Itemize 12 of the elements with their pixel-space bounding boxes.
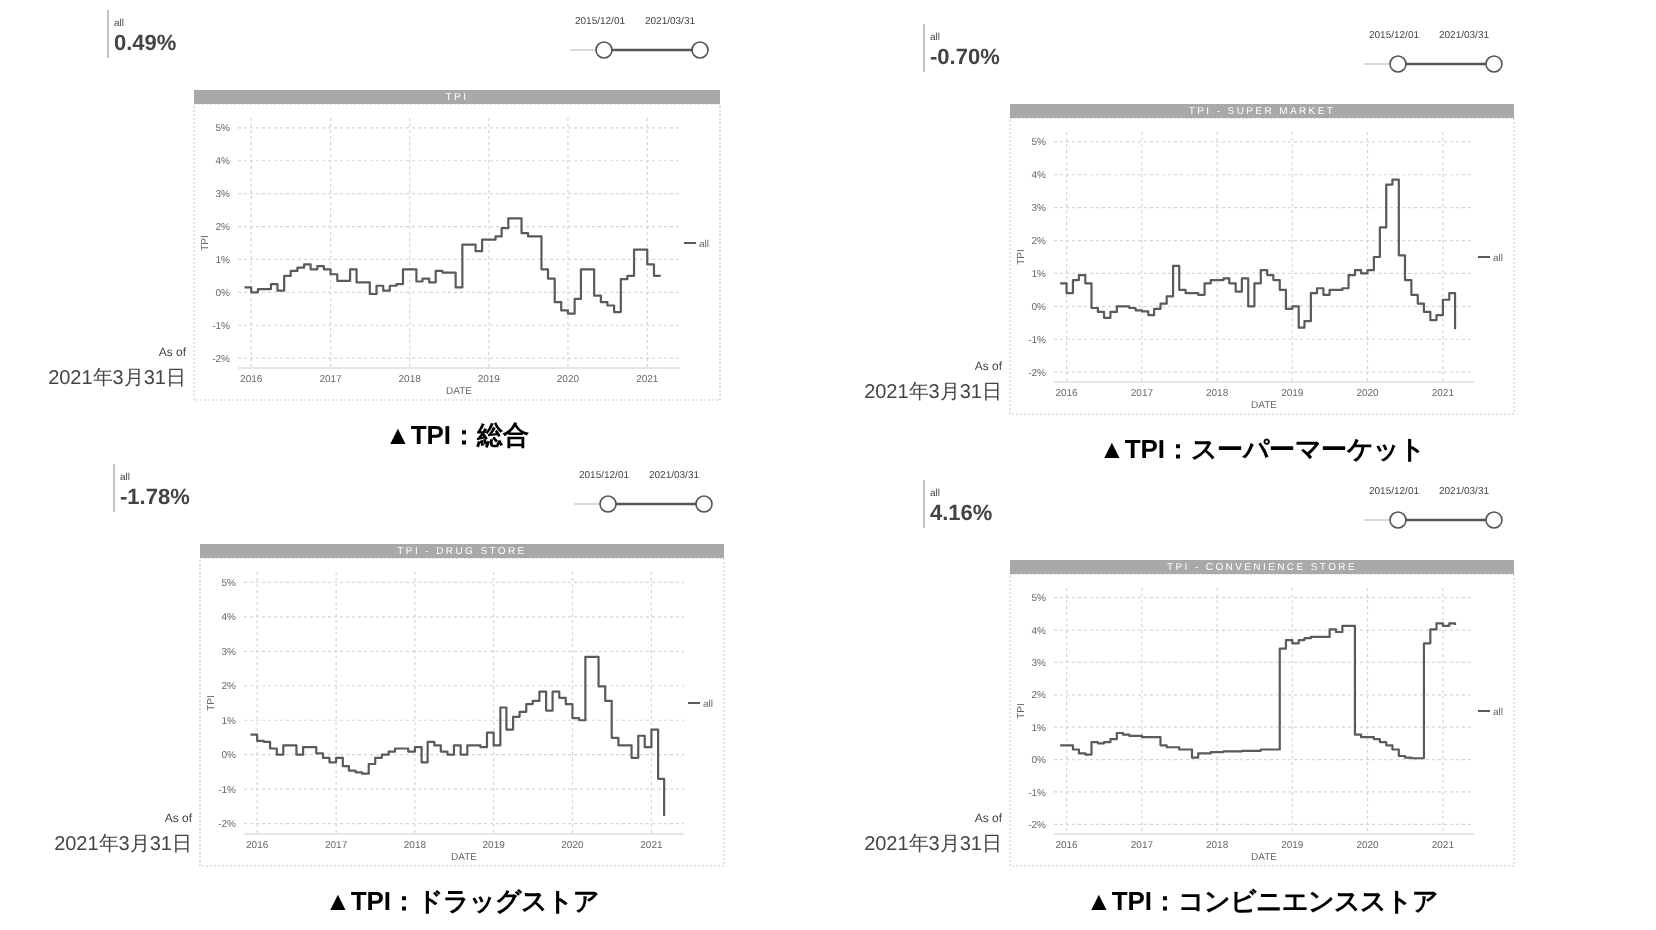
text: ▲TPI：スーパーマーケット [1098, 434, 1426, 464]
text: 2021年3月31日 [54, 832, 192, 856]
text: 2021年3月31日 [48, 366, 186, 390]
text: 2021年3月31日 [864, 832, 1002, 856]
text: ▲TPI：コンビニエンスストア [1085, 886, 1439, 916]
text: 2021年3月31日 [864, 380, 1002, 404]
text: ▲TPI：ドラッグストア [324, 886, 600, 916]
text: 0.49% [114, 32, 177, 56]
text: -1.78% [120, 486, 191, 510]
text: 4.16% [930, 502, 993, 526]
text: -0.70% [930, 46, 1001, 70]
text: ▲TPI：総合 [384, 420, 530, 450]
